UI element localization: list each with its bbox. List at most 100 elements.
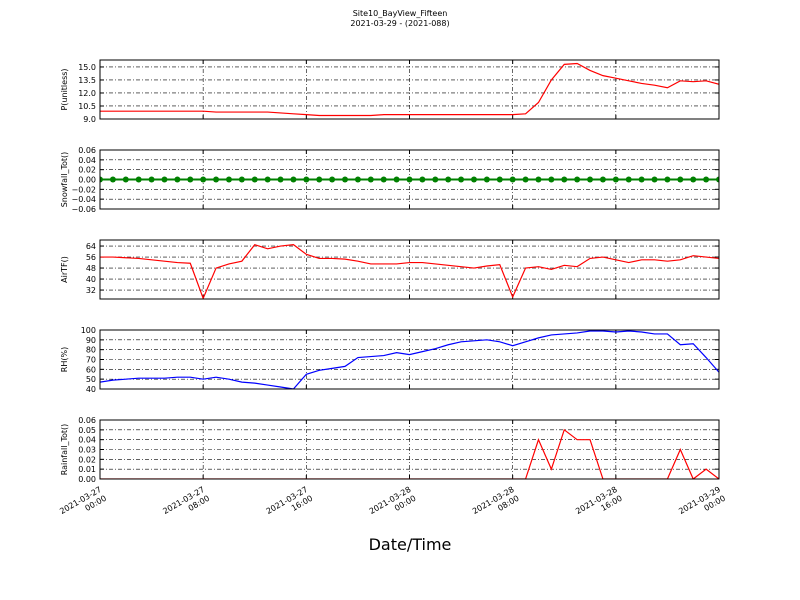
data-point: [225, 176, 232, 183]
data-point: [638, 176, 645, 183]
data-point: [367, 176, 374, 183]
data-point: [148, 176, 155, 183]
data-point: [458, 176, 465, 183]
axes-frame: [99, 239, 720, 300]
y-tick-label: 48: [86, 264, 96, 273]
data-line: [100, 243, 719, 299]
data-point: [161, 176, 168, 183]
data-point: [135, 176, 142, 183]
data-point: [625, 176, 632, 183]
y-tick-label: 0.02: [78, 455, 96, 464]
plot-area: [100, 243, 719, 299]
y-axis-label: P(unitless): [60, 68, 69, 110]
plot-area: [100, 330, 719, 389]
y-tick-label: −0.04: [71, 195, 96, 204]
y-tick-label: 0.06: [78, 416, 96, 425]
y-tick-label: 40: [86, 385, 96, 394]
axes-frame: [99, 59, 720, 120]
data-point: [122, 176, 129, 183]
data-point: [561, 176, 568, 183]
data-point: [677, 176, 684, 183]
y-tick-label: 64: [86, 242, 96, 251]
y-tick-label: 56: [86, 253, 96, 262]
axes-frame: [99, 149, 720, 210]
data-line: [100, 62, 719, 117]
data-point: [548, 176, 555, 183]
y-tick-label: 100: [81, 326, 96, 335]
data-point: [251, 176, 258, 183]
plot-area: [100, 176, 719, 183]
y-tick-label: 0.04: [78, 436, 96, 445]
y-tick-label: 60: [86, 365, 96, 374]
y-tick-label: 0.01: [78, 465, 96, 474]
y-axis-label: Snowfall_Tot(): [60, 152, 69, 208]
y-tick-label: 70: [86, 356, 96, 365]
y-tick-label: 50: [86, 375, 96, 384]
data-point: [432, 176, 439, 183]
y-tick-label: 90: [86, 336, 96, 345]
data-point: [574, 176, 581, 183]
y-tick-label: 0.04: [78, 156, 96, 165]
axes-frame: [99, 329, 720, 390]
axes-frame: [99, 419, 720, 480]
y-tick-label: −0.06: [71, 205, 96, 214]
data-point: [599, 176, 606, 183]
y-tick-label: −0.02: [71, 185, 96, 194]
y-tick-label: 40: [86, 275, 96, 284]
data-point: [393, 176, 400, 183]
y-axis-label: AirTF(): [60, 256, 69, 283]
chart-subtitle: 2021-03-29 - (2021-088): [350, 19, 449, 28]
data-point: [496, 176, 503, 183]
data-point: [690, 176, 697, 183]
data-point: [187, 176, 194, 183]
data-point: [264, 176, 271, 183]
data-point: [303, 176, 310, 183]
y-axis-label: RH(%): [60, 347, 69, 372]
data-point: [664, 176, 671, 183]
y-tick-label: 9.0: [83, 115, 96, 124]
data-point: [290, 176, 297, 183]
data-point: [483, 176, 490, 183]
data-point: [509, 176, 516, 183]
data-point: [109, 176, 116, 183]
data-point: [445, 176, 452, 183]
data-line: [100, 330, 719, 389]
y-tick-label: 13.5: [78, 76, 96, 85]
data-point: [316, 176, 323, 183]
data-point: [213, 176, 220, 183]
y-tick-label: 0.02: [78, 166, 96, 175]
data-point: [174, 176, 181, 183]
y-tick-label: 32: [86, 286, 96, 295]
y-tick-label: 0.06: [78, 146, 96, 155]
y-tick-label: 12.0: [78, 89, 96, 98]
data-point: [612, 176, 619, 183]
data-point: [703, 176, 710, 183]
data-point: [651, 176, 658, 183]
data-point: [406, 176, 413, 183]
data-point: [419, 176, 426, 183]
data-point: [470, 176, 477, 183]
data-point: [100, 176, 103, 183]
y-tick-label: 15.0: [78, 63, 96, 72]
data-point: [716, 176, 719, 183]
data-point: [329, 176, 336, 183]
x-axis-label: Date/Time: [369, 535, 452, 554]
data-point: [587, 176, 594, 183]
y-tick-label: 0.00: [78, 176, 96, 185]
y-axis-label: Rainfall_Tot(): [60, 424, 69, 476]
data-point: [522, 176, 529, 183]
y-tick-label: 0.05: [78, 426, 96, 435]
y-tick-label: 0.03: [78, 446, 96, 455]
data-point: [200, 176, 207, 183]
data-point: [342, 176, 349, 183]
data-point: [277, 176, 284, 183]
data-point: [354, 176, 361, 183]
chart-title: Site10_BayView_Fifteen: [353, 9, 448, 18]
data-point: [238, 176, 245, 183]
y-tick-label: 80: [86, 346, 96, 355]
y-tick-label: 0.00: [78, 475, 96, 484]
data-point: [380, 176, 387, 183]
plot-area: [100, 62, 719, 117]
